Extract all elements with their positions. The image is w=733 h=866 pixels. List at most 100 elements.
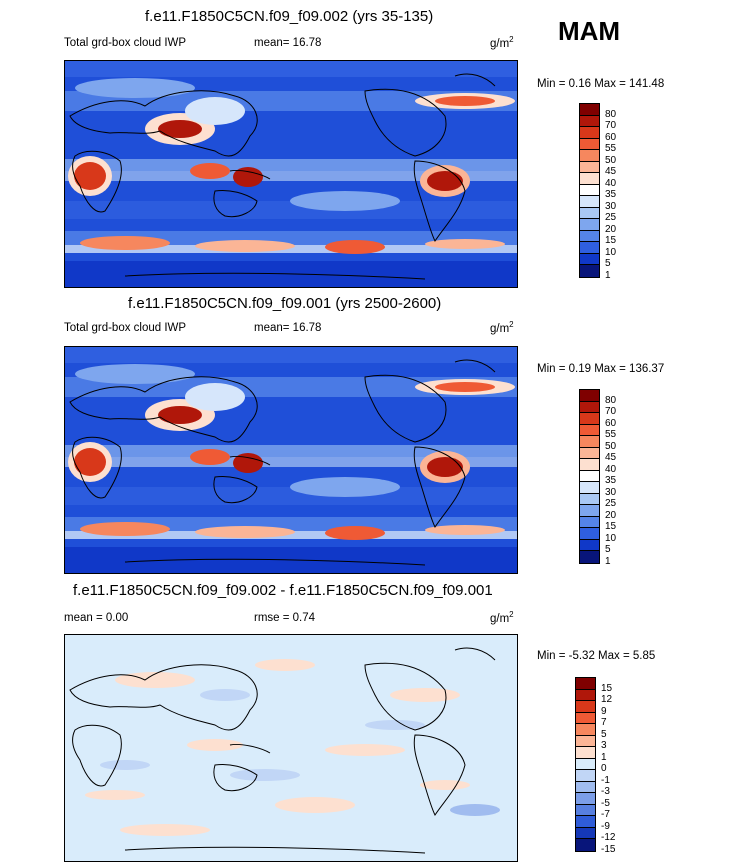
colorbar-swatch <box>579 550 600 564</box>
colorbar-swatch <box>575 711 596 724</box>
panel-1-map <box>64 60 518 288</box>
colorbar-swatch <box>579 206 600 219</box>
panel-3-units: g/m2 <box>490 610 514 625</box>
colorbar-swatch <box>579 504 600 517</box>
panel-1-variable-label: Total grd-box cloud IWP <box>64 37 187 49</box>
colorbar-tick-label: 9 <box>601 705 607 717</box>
colorbar-tick-label: 0 <box>601 763 607 774</box>
colorbar-tick-label: -15 <box>601 843 616 855</box>
colorbar-swatch <box>575 734 596 747</box>
colorbar-tick-label: 40 <box>605 463 617 475</box>
colorbar-swatch <box>579 446 600 459</box>
panel-3-coastlines <box>69 647 496 854</box>
colorbar-swatch <box>575 769 596 782</box>
colorbar-swatch <box>579 538 600 551</box>
panel-2-field <box>65 347 517 573</box>
colorbar-tick-label: 25 <box>605 498 617 509</box>
colorbar-tick-label: 15 <box>601 682 613 694</box>
colorbar-swatch <box>579 400 600 413</box>
colorbar-swatch <box>579 149 600 162</box>
colorbar-tick-label: 10 <box>605 246 617 258</box>
colorbar-tick-label: 1 <box>605 269 611 281</box>
colorbar-tick-label: 80 <box>605 108 617 120</box>
colorbar-tick-label: 55 <box>605 429 617 440</box>
colorbar-swatch <box>579 183 600 196</box>
colorbar-tick-label: 60 <box>605 417 617 429</box>
colorbar-tick-label: -1 <box>601 774 610 786</box>
colorbar-swatch <box>579 423 600 436</box>
panel-2-units: g/m2 <box>490 320 514 335</box>
colorbar-tick-label: -7 <box>601 809 610 820</box>
colorbar-swatch <box>575 838 596 852</box>
panel-1-units: g/m2 <box>490 35 514 50</box>
colorbar-tick-label: 70 <box>605 120 617 131</box>
colorbar-tick-label: 5 <box>601 728 607 740</box>
colorbar-swatch <box>579 172 600 185</box>
colorbar-tick-label: 5 <box>605 544 611 555</box>
colorbar-swatch <box>579 137 600 150</box>
colorbar-swatch <box>575 723 596 736</box>
panel-2-title: f.e11.F1850C5CN.f09_f09.001 (yrs 2500-26… <box>128 295 442 312</box>
colorbar-tick-label: 15 <box>605 235 617 246</box>
colorbar-swatch <box>579 126 600 139</box>
colorbar-swatch <box>575 677 596 690</box>
panel-1-minmax: Min = 0.16 Max = 141.48 <box>537 78 665 90</box>
colorbar-tick-label: 10 <box>605 532 617 544</box>
colorbar-tick-label: 12 <box>601 694 613 705</box>
panel-3-map <box>64 634 518 862</box>
panel-1-title: f.e11.F1850C5CN.f09_f09.002 (yrs 35-135) <box>145 8 434 25</box>
colorbar-swatch <box>579 515 600 528</box>
colorbar-tick-label: 1 <box>601 751 607 763</box>
panel-2-map-svg <box>65 347 517 573</box>
season-label: MAM <box>558 16 621 46</box>
panel-3-mean-label: mean = 0.00 <box>64 612 129 624</box>
colorbar-swatch <box>579 241 600 254</box>
colorbar-swatch <box>579 492 600 505</box>
colorbar-swatch <box>575 815 596 828</box>
colorbar-tick-label: 40 <box>605 177 617 189</box>
colorbar-swatch <box>579 103 600 116</box>
colorbar-swatch <box>579 195 600 208</box>
colorbar-tick-label: 35 <box>605 475 617 486</box>
colorbar-swatch <box>579 264 600 278</box>
colorbar-swatch <box>575 688 596 701</box>
panel-2-minmax: Min = 0.19 Max = 136.37 <box>537 363 665 375</box>
colorbar-tick-label: 35 <box>605 189 617 200</box>
panel-2-mean-label: mean= 16.78 <box>254 322 322 334</box>
panel-3-map-svg <box>65 635 517 861</box>
colorbar-tick-label: 45 <box>605 166 617 177</box>
colorbar-swatch <box>579 458 600 471</box>
panel-3-title: f.e11.F1850C5CN.f09_f09.002 - f.e11.F185… <box>73 582 493 599</box>
panel-3-minmax: Min = -5.32 Max = 5.85 <box>537 650 656 662</box>
colorbar-tick-label: -9 <box>601 820 610 832</box>
colorbar-swatch <box>579 218 600 231</box>
colorbar-tick-label: 20 <box>605 509 617 521</box>
colorbar-tick-label: 50 <box>605 154 617 166</box>
colorbar-tick-label: 20 <box>605 223 617 235</box>
colorbar-tick-label: 5 <box>605 258 611 269</box>
colorbar-tick-label: 25 <box>605 212 617 223</box>
colorbar-swatch <box>575 792 596 805</box>
colorbar-swatch <box>575 700 596 713</box>
colorbar-tick-label: 50 <box>605 440 617 452</box>
colorbar-tick-label: 30 <box>605 200 617 212</box>
colorbar-tick-label: 7 <box>601 717 607 728</box>
colorbar-swatch <box>575 826 596 839</box>
panel-1-mean-label: mean= 16.78 <box>254 37 322 49</box>
colorbar-swatch <box>579 252 600 265</box>
colorbar-tick-label: 30 <box>605 486 617 498</box>
colorbar-swatch <box>575 803 596 816</box>
colorbar-swatch <box>579 229 600 242</box>
panel-1-map-svg <box>65 61 517 287</box>
colorbar-tick-label: 15 <box>605 521 617 532</box>
panel-3-rmse-label: rmse = 0.74 <box>254 612 316 624</box>
colorbar-tick-label: 55 <box>605 143 617 154</box>
colorbar-tick-label: 1 <box>605 555 611 567</box>
colorbar-tick-label: 70 <box>605 406 617 417</box>
colorbar-swatch <box>575 780 596 793</box>
colorbar-tick-label: -5 <box>601 797 610 809</box>
colorbar-swatch <box>579 412 600 425</box>
colorbar-swatch <box>575 746 596 759</box>
panel-2-variable-label: Total grd-box cloud IWP <box>64 322 187 334</box>
colorbar-swatch <box>579 389 600 402</box>
